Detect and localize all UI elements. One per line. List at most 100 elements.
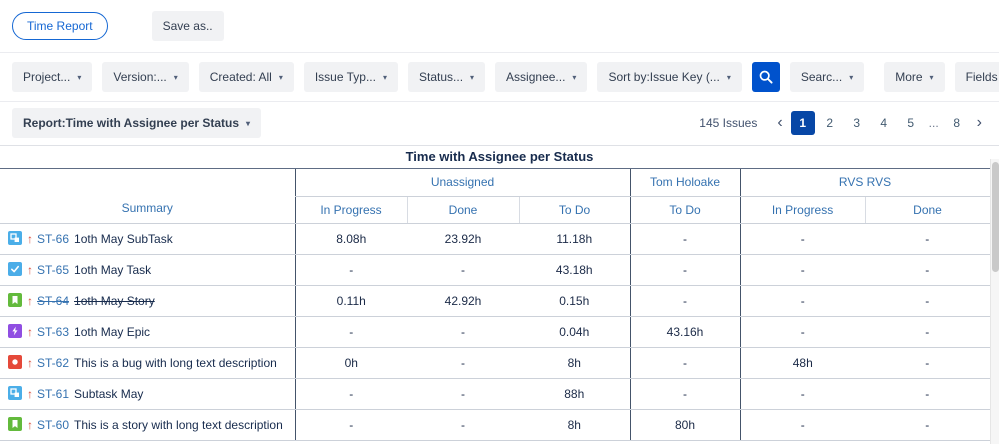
fields-dropdown[interactable]: Fields ▾ [955,62,999,92]
page-ellipsis: ... [926,116,942,130]
time-value-cell: - [740,223,865,254]
subtask-icon [8,386,22,400]
report-selector-label: Report:Time with Assignee per Status [23,116,239,130]
time-value-cell: 80h [630,409,740,440]
time-report-button[interactable]: Time Report [12,12,108,40]
issue-summary: This is a bug with long text description [74,356,277,370]
chevron-down-icon: ▾ [470,73,474,82]
issue-row: ↑ ST-62 This is a bug with long text descr… [0,347,990,378]
vertical-scrollbar[interactable] [990,159,999,444]
issue-key-link[interactable]: ST-64 [37,294,69,308]
more-dropdown[interactable]: More ▾ [884,62,944,92]
page-button-5[interactable]: 5 [899,111,923,135]
page-button-8[interactable]: 8 [945,111,969,135]
assignee-group-header: Tom Holoake [630,169,740,196]
fields-dropdown-label: Fields [966,70,998,84]
search-dropdown-label: Searc... [801,70,842,84]
issue-key-link[interactable]: ST-62 [37,356,69,370]
time-value-cell: - [630,254,740,285]
time-value-cell: - [630,223,740,254]
search-dropdown[interactable]: Searc... ▾ [790,62,864,92]
report-selector-dropdown[interactable]: Report:Time with Assignee per Status ▾ [12,108,261,138]
priority-up-icon: ↑ [27,263,33,277]
time-value-cell: - [865,316,990,347]
filter-bar: Project...▾Version:...▾Created: All▾Issu… [0,53,999,102]
status-column-header[interactable]: In Progress [295,196,407,223]
prev-page-button[interactable]: ‹ [772,115,787,131]
issue-row: ↑ST-631oth May Epic--0.04h43.16h-- [0,316,990,347]
task-icon [8,262,22,276]
chevron-down-icon: ▾ [383,73,387,82]
status-column-header[interactable]: In Progress [740,196,865,223]
time-value-cell: - [865,223,990,254]
priority-up-icon: ↑ [27,356,33,370]
page-button-3[interactable]: 3 [845,111,869,135]
report-bar: Report:Time with Assignee per Status ▾ 1… [0,102,999,145]
time-value-cell: - [630,285,740,316]
priority-up-icon: ↑ [27,418,33,432]
issue-summary-cell: ↑ST-61Subtask May [0,378,295,409]
time-value-cell: - [407,409,519,440]
filter-created-all[interactable]: Created: All▾ [199,62,294,92]
issue-row: ↑ST-60This is a story with long text des… [0,409,990,440]
bug-icon [8,355,22,369]
filter-project[interactable]: Project...▾ [12,62,92,92]
epic-icon [8,324,22,338]
summary-column-header[interactable]: Summary [0,169,295,223]
search-button[interactable] [752,62,780,92]
time-value-cell: - [295,409,407,440]
issue-summary-cell: ↑ ST-62 This is a bug with long text descr… [0,347,295,378]
status-column-header[interactable]: To Do [630,196,740,223]
issue-key-link[interactable]: ST-63 [37,325,69,339]
issues-count: 145 Issues [699,116,757,130]
time-value-cell: 43.18h [519,254,630,285]
issue-row: ↑ST-661oth May SubTask8.08h23.92h11.18h-… [0,223,990,254]
time-value-cell: - [295,378,407,409]
page-button-2[interactable]: 2 [818,111,842,135]
page-button-4[interactable]: 4 [872,111,896,135]
filter-dropdowns: Project...▾Version:...▾Created: All▾Issu… [12,62,742,92]
filter-issue-typ[interactable]: Issue Typ...▾ [304,62,398,92]
issue-key-link[interactable]: ST-60 [37,418,69,432]
time-value-cell: 8.08h [295,223,407,254]
time-value-cell: 42.92h [407,285,519,316]
issue-row: ↑ST-651oth May Task--43.18h--- [0,254,990,285]
page-buttons: 12345...8 [791,111,969,135]
next-page-button[interactable]: › [972,115,987,131]
time-value-cell: - [865,409,990,440]
chevron-down-icon: ▾ [246,119,250,128]
chevron-down-icon: ▾ [727,73,731,82]
time-value-cell: - [740,409,865,440]
time-value-cell: 48h [740,347,865,378]
filter-version[interactable]: Version:...▾ [102,62,188,92]
time-value-cell: 88h [519,378,630,409]
issue-summary-cell: ↑ ST-65 1oth May Task [0,254,295,285]
status-column-header[interactable]: To Do [519,196,630,223]
filter-assignee[interactable]: Assignee...▾ [495,62,587,92]
save-as-button[interactable]: Save as.. [152,11,224,41]
filter-sort-by-issue-key[interactable]: Sort by:Issue Key (...▾ [597,62,741,92]
time-value-cell: - [740,378,865,409]
subtask-icon [8,231,22,245]
time-value-cell: - [865,378,990,409]
status-column-header[interactable]: Done [407,196,519,223]
status-column-header[interactable]: Done [865,196,990,223]
issue-key-link[interactable]: ST-66 [37,232,69,246]
issue-key-link[interactable]: ST-65 [37,263,69,277]
filter-status[interactable]: Status...▾ [408,62,485,92]
issue-summary: 1oth May Story [74,294,155,308]
filter-label: Version:... [113,70,166,84]
time-value-cell: 0.04h [519,316,630,347]
issue-key-link[interactable]: ST-61 [37,387,69,401]
page-button-1[interactable]: 1 [791,111,815,135]
time-value-cell: - [740,316,865,347]
assignee-group-header: Unassigned [295,169,630,196]
scrollbar-thumb[interactable] [992,162,999,272]
story-icon [8,417,22,431]
issue-summary: 1oth May Task [74,263,151,277]
priority-up-icon: ↑ [27,325,33,339]
time-value-cell: 0.11h [295,285,407,316]
issue-summary-cell: ↑ST-631oth May Epic [0,316,295,347]
time-value-cell: - [630,378,740,409]
priority-up-icon: ↑ [27,294,33,308]
